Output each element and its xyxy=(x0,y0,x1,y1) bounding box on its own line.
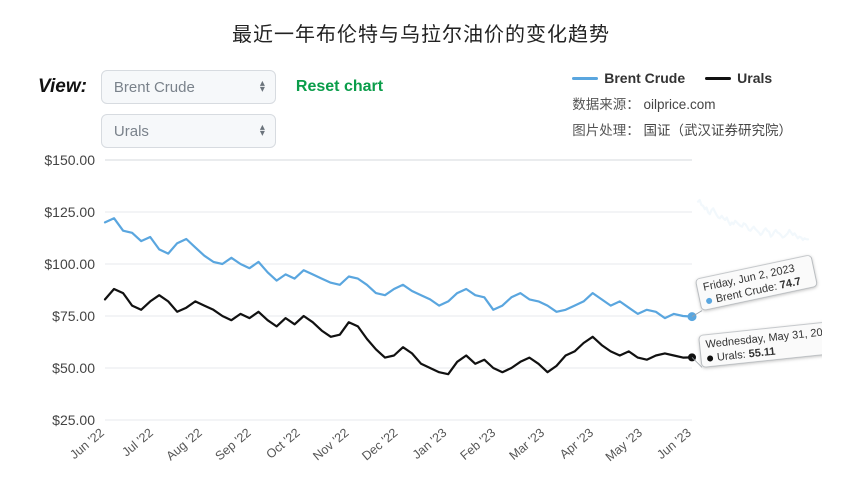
legend-swatch-urals xyxy=(705,77,731,80)
svg-text:Dec '22: Dec '22 xyxy=(359,426,400,464)
legend-label-brent: Brent Crude xyxy=(604,70,685,86)
series-select-1[interactable]: Brent Crude ▴▾ xyxy=(101,70,276,104)
stepper-icon: ▴▾ xyxy=(260,81,265,93)
legend-swatch-brent xyxy=(572,77,598,80)
svg-text:Nov '22: Nov '22 xyxy=(310,426,351,464)
series-select-2-value: Urals xyxy=(114,123,149,140)
legend-proc-value: 国证（武汉证券研究院） xyxy=(644,123,793,138)
chart-container: $25.00 $50.00 $75.00 $100.00 $125.00 $150.00 J… xyxy=(20,150,822,490)
legend-proc: 图片处理： 国证（武汉证券研究院） xyxy=(572,118,792,144)
svg-text:$100.00: $100.00 xyxy=(44,256,95,272)
svg-text:Jan '23: Jan '23 xyxy=(410,426,450,462)
svg-text:$25.00: $25.00 xyxy=(52,412,95,428)
svg-text:Oct '22: Oct '22 xyxy=(264,426,303,462)
series-select-1-value: Brent Crude xyxy=(114,79,195,96)
svg-text:Jul '22: Jul '22 xyxy=(119,426,155,460)
svg-text:May '23: May '23 xyxy=(603,426,645,465)
legend-series: Brent Crude Urals xyxy=(572,70,792,86)
page-title: 最近一年布伦特与乌拉尔油价的变化趋势 xyxy=(0,0,842,47)
legend-item-urals: Urals xyxy=(705,70,772,86)
legend-source: 数据来源： oilprice.com xyxy=(572,92,792,118)
svg-text:$75.00: $75.00 xyxy=(52,308,95,324)
svg-text:Mar '23: Mar '23 xyxy=(507,426,548,463)
legend-source-value: oilprice.com xyxy=(644,97,716,112)
view-label: View: xyxy=(38,70,87,98)
svg-text:Apr '23: Apr '23 xyxy=(557,426,596,462)
svg-text:Feb '23: Feb '23 xyxy=(458,426,499,463)
svg-text:Jun '22: Jun '22 xyxy=(67,426,107,462)
svg-text:Sep '22: Sep '22 xyxy=(212,426,253,464)
line-chart: $25.00 $50.00 $75.00 $100.00 $125.00 $150.00 J… xyxy=(20,150,822,490)
svg-text:Aug '22: Aug '22 xyxy=(164,426,205,464)
series-select-2[interactable]: Urals ▴▾ xyxy=(101,114,276,148)
svg-text:$125.00: $125.00 xyxy=(44,204,95,220)
svg-text:$50.00: $50.00 xyxy=(52,360,95,376)
legend-item-brent: Brent Crude xyxy=(572,70,685,86)
stepper-icon: ▴▾ xyxy=(260,125,265,137)
controls-bar: View: Brent Crude ▴▾ Urals ▴▾ Reset char… xyxy=(38,70,383,148)
reset-chart-link[interactable]: Reset chart xyxy=(296,70,383,96)
legend-proc-label: 图片处理： xyxy=(572,123,640,138)
page: 最近一年布伦特与乌拉尔油价的变化趋势 View: Brent Crude ▴▾ … xyxy=(0,0,842,500)
svg-text:Jun '23: Jun '23 xyxy=(654,426,694,462)
select-column: Brent Crude ▴▾ Urals ▴▾ xyxy=(101,70,276,148)
legend-label-urals: Urals xyxy=(737,70,772,86)
svg-text:$150.00: $150.00 xyxy=(44,152,95,168)
legend-box: Brent Crude Urals 数据来源： oilprice.com 图片处… xyxy=(572,70,792,143)
legend-source-label: 数据来源： xyxy=(572,97,640,112)
